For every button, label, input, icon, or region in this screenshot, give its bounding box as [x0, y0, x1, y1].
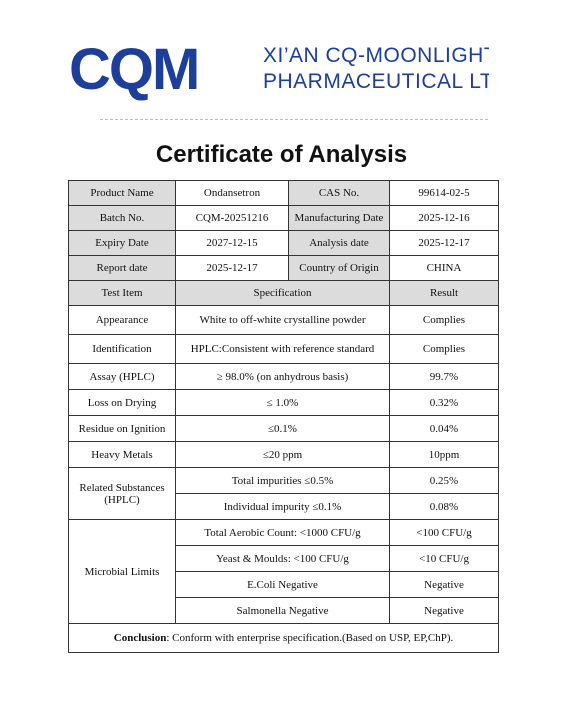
expiry-label: Expiry Date — [68, 230, 176, 256]
info-row: Expiry Date 2027-12-15 Analysis date 202… — [68, 230, 499, 256]
test-result: Complies — [389, 334, 499, 364]
test-row-appearance: Appearance White to off-white crystallin… — [68, 305, 499, 335]
related-item-line1: Related Substances — [79, 481, 165, 494]
col-header-test-item: Test Item — [68, 280, 176, 306]
test-result: 0.04% — [389, 415, 499, 442]
test-spec: ≤20 ppm — [175, 441, 390, 468]
related-item-line2: (HPLC) — [104, 493, 140, 506]
test-spec: Salmonella Negative — [175, 597, 390, 624]
batch-label: Batch No. — [68, 205, 176, 231]
test-row-microbial: Salmonella Negative Negative — [69, 597, 499, 624]
test-result: <100 CFU/g — [389, 519, 499, 546]
test-row-residue: Residue on Ignition ≤0.1% 0.04% — [68, 415, 499, 442]
cas-value: 99614-02-5 — [389, 180, 499, 206]
info-row: Batch No. CQM-20251216 Manufacturing Dat… — [68, 205, 499, 231]
test-spec: ≤ 1.0% — [175, 389, 390, 416]
test-spec: Total impurities ≤0.5% — [175, 467, 390, 494]
col-header-result: Result — [389, 280, 499, 306]
conclusion-text: : Conform with enterprise specification.… — [166, 632, 454, 644]
test-item: Heavy Metals — [68, 441, 176, 468]
col-header-specification: Specification — [175, 280, 390, 306]
test-result: Complies — [389, 305, 499, 335]
mfg-date-value: 2025-12-16 — [389, 205, 499, 231]
coa-table: Product Name Ondansetron CAS No. 99614-0… — [68, 180, 499, 653]
microbial-limits-item: Microbial Limits — [68, 519, 176, 624]
test-spec: Total Aerobic Count: <1000 CFU/g — [175, 519, 390, 546]
origin-value: CHINA — [389, 255, 499, 281]
expiry-value: 2027-12-15 — [175, 230, 289, 256]
mfg-date-label: Manufacturing Date — [288, 205, 390, 231]
test-item: Appearance — [68, 305, 176, 335]
test-row-assay: Assay (HPLC) ≥ 98.0% (on anhydrous basis… — [68, 363, 499, 390]
test-spec: E.Coli Negative — [175, 571, 390, 598]
company-name-line2: PHARMACEUTICAL LTD — [263, 70, 489, 93]
report-date-value: 2025-12-17 — [175, 255, 289, 281]
test-spec: White to off-white crystalline powder — [175, 305, 390, 335]
test-result: <10 CFU/g — [389, 545, 499, 572]
batch-value: CQM-20251216 — [175, 205, 289, 231]
test-row-related-total: Related Substances (HPLC) Total impuriti… — [68, 467, 499, 520]
test-spec: Yeast & Moulds: <100 CFU/g — [175, 545, 390, 572]
test-row-heavy-metals: Heavy Metals ≤20 ppm 10ppm — [68, 441, 499, 468]
test-result: 0.25% — [389, 467, 499, 494]
test-spec: HPLC:Consistent with reference standard — [175, 334, 390, 364]
info-row: Product Name Ondansetron CAS No. 99614-0… — [68, 180, 499, 206]
test-result: Negative — [389, 597, 499, 624]
test-item: Assay (HPLC) — [68, 363, 176, 390]
test-result: 0.08% — [389, 493, 499, 520]
origin-label: Country of Origin — [288, 255, 390, 281]
test-spec: ≤0.1% — [175, 415, 390, 442]
test-spec: ≥ 98.0% (on anhydrous basis) — [175, 363, 390, 390]
test-row-microbial: E.Coli Negative Negative — [69, 571, 499, 598]
conclusion-row: Conclusion: Conform with enterprise spec… — [68, 623, 499, 653]
test-result: Negative — [389, 571, 499, 598]
cas-label: CAS No. — [288, 180, 390, 206]
analysis-date-value: 2025-12-17 — [389, 230, 499, 256]
test-row-microbial: Microbial Limits Total Aerobic Count: <1… — [68, 519, 499, 624]
product-name-label: Product Name — [68, 180, 176, 206]
analysis-date-label: Analysis date — [288, 230, 390, 256]
test-row-related-individual: Individual impurity ≤0.1% 0.08% — [69, 493, 499, 520]
company-name-line1: XI’AN CQ-MOONLIGHT — [263, 44, 489, 67]
column-header-row: Test Item Specification Result — [68, 280, 499, 306]
test-item: Identification — [68, 334, 176, 364]
info-row: Report date 2025-12-17 Country of Origin… — [68, 255, 499, 281]
test-row-identification: Identification HPLC:Consistent with refe… — [68, 334, 499, 364]
test-result: 10ppm — [389, 441, 499, 468]
test-result: 0.32% — [389, 389, 499, 416]
related-substances-item: Related Substances (HPLC) — [68, 467, 176, 520]
company-logo: CQM — [69, 37, 200, 102]
conclusion-label: Conclusion — [113, 632, 167, 644]
company-name: XI’AN CQ-MOONLIGHT PHARMACEUTICAL LTD — [263, 43, 489, 95]
conclusion-cell: Conclusion: Conform with enterprise spec… — [68, 623, 499, 653]
page-title: Certificate of Analysis — [155, 141, 408, 168]
test-result: 99.7% — [389, 363, 499, 390]
header-divider — [100, 119, 488, 120]
product-name-value: Ondansetron — [175, 180, 289, 206]
test-row-loss-on-drying: Loss on Drying ≤ 1.0% 0.32% — [68, 389, 499, 416]
test-item: Loss on Drying — [68, 389, 176, 416]
report-date-label: Report date — [68, 255, 176, 281]
test-item: Residue on Ignition — [68, 415, 176, 442]
test-spec: Individual impurity ≤0.1% — [175, 493, 390, 520]
